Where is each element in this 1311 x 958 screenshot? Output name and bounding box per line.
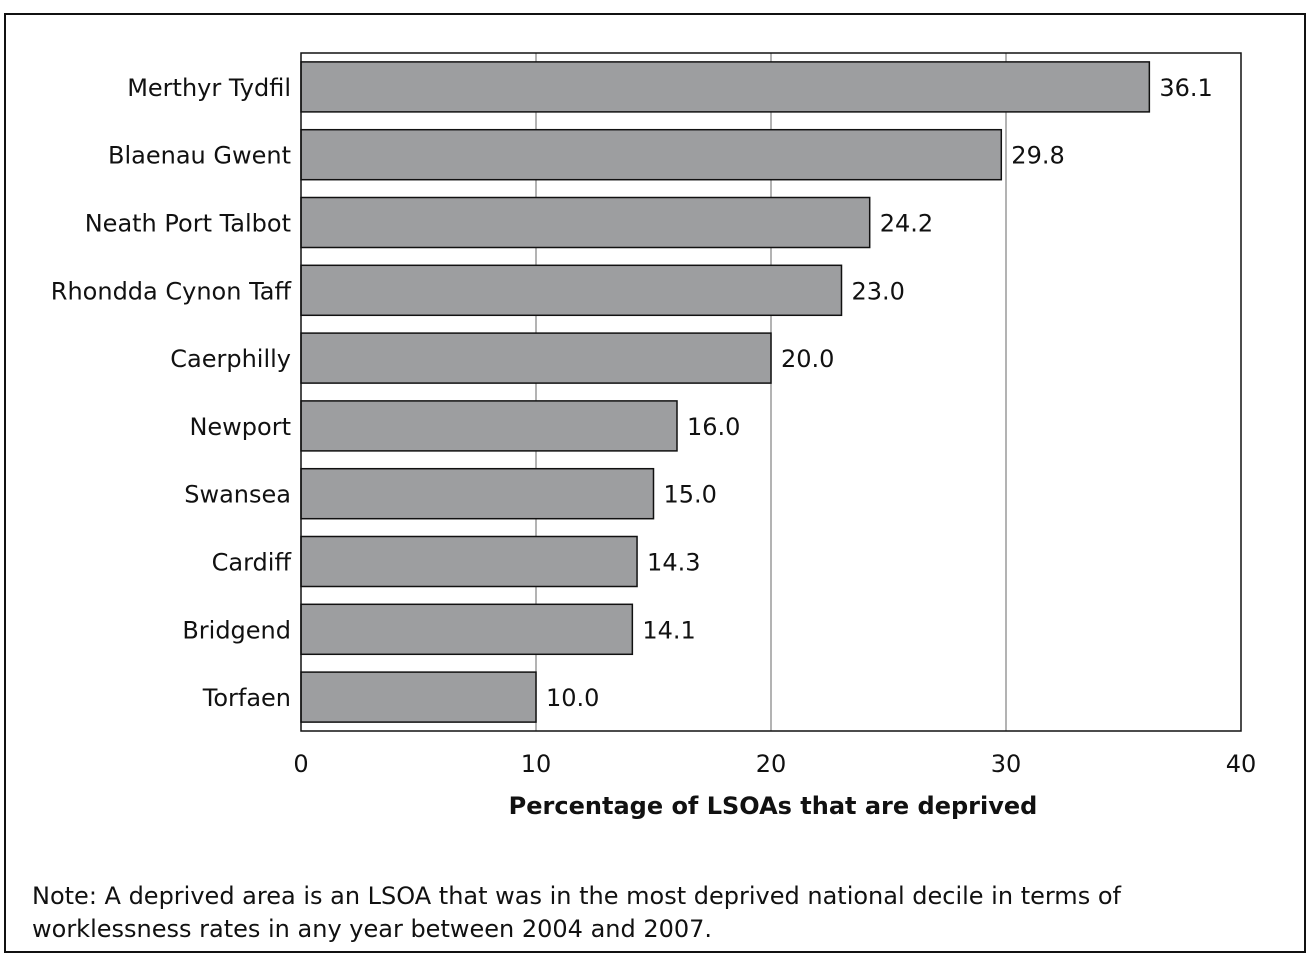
category-label-newport: Newport xyxy=(189,413,291,441)
bars xyxy=(300,61,1151,723)
category-label-torfaen: Torfaen xyxy=(202,684,291,712)
plot-area xyxy=(300,52,1242,732)
category-label-swansea: Swansea xyxy=(184,481,291,509)
bar-swansea xyxy=(300,467,655,520)
x-tick-label-30: 30 xyxy=(991,750,1022,778)
plot-border xyxy=(300,52,1242,732)
x-tick-label-20: 20 xyxy=(756,750,787,778)
bar-caerphilly xyxy=(300,332,772,384)
bar-merthyr-tydfil xyxy=(300,61,1151,113)
value-label-swansea: 15.0 xyxy=(664,481,717,509)
value-label-neath-port-talbot: 24.2 xyxy=(880,210,933,238)
value-label-cardiff: 14.3 xyxy=(647,549,700,577)
bar-torfaen xyxy=(300,671,537,723)
value-label-caerphilly: 20.0 xyxy=(781,345,834,373)
bar-blaenau-gwent xyxy=(300,128,1003,181)
value-label-bridgend: 14.1 xyxy=(642,616,695,644)
category-label-neath-port-talbot: Neath Port Talbot xyxy=(85,210,291,238)
category-label-blaenau-gwent: Blaenau Gwent xyxy=(108,142,291,170)
x-tick-label-10: 10 xyxy=(521,750,552,778)
category-label-rhondda-cynon-taff: Rhondda Cynon Taff xyxy=(51,277,292,305)
bar-bridgend xyxy=(300,603,634,656)
category-label-cardiff: Cardiff xyxy=(212,549,292,577)
category-label-bridgend: Bridgend xyxy=(182,616,291,644)
x-tick-label-40: 40 xyxy=(1226,750,1257,778)
category-labels: Merthyr Tydfil Blaenau Gwent Neath Port Ta… xyxy=(51,74,292,712)
category-label-merthyr-tydfil: Merthyr Tydfil xyxy=(127,74,291,102)
value-label-newport: 16.0 xyxy=(687,413,740,441)
value-labels: 36.1 29.8 24.2 23.0 20.0 16.0 15.0 14.3 14.1 10.0 xyxy=(546,74,1213,712)
category-label-caerphilly: Caerphilly xyxy=(170,345,291,373)
value-label-rhondda-cynon-taff: 23.0 xyxy=(852,277,905,305)
footnote: Note: A deprived area is an LSOA that wa… xyxy=(32,882,1121,943)
value-label-merthyr-tydfil: 36.1 xyxy=(1159,74,1212,102)
bar-rhondda-cynon-taff xyxy=(300,264,843,317)
bar-neath-port-talbot xyxy=(300,196,871,249)
bar-newport xyxy=(300,400,678,452)
x-axis-label: Percentage of LSOAs that are deprived xyxy=(509,792,1038,820)
bar-chart: Merthyr Tydfil Blaenau Gwent Neath Port Ta… xyxy=(51,52,1256,820)
bar-cardiff xyxy=(300,535,638,588)
x-axis-ticks: 0 10 20 30 40 xyxy=(293,750,1256,778)
value-label-blaenau-gwent: 29.8 xyxy=(1011,142,1064,170)
x-tick-label-0: 0 xyxy=(293,750,308,778)
value-label-torfaen: 10.0 xyxy=(546,684,599,712)
